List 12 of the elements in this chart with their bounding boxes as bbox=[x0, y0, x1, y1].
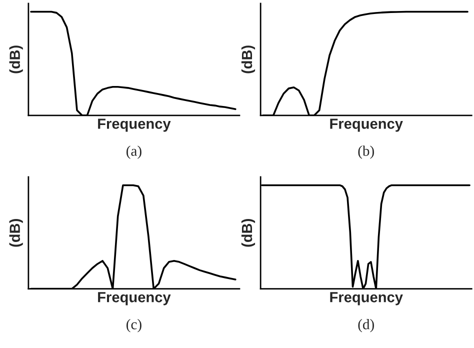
y-axis-title: (dB) bbox=[241, 46, 256, 74]
y-axis-title: (dB) bbox=[9, 219, 23, 247]
y-axis-title: (dB) bbox=[241, 219, 256, 247]
y-axis-title: (dB) bbox=[9, 46, 23, 74]
x-axis-title: Frequency bbox=[330, 118, 403, 132]
text: (d) bbox=[358, 319, 374, 332]
text: (a) bbox=[126, 146, 142, 159]
x-axis-title: Frequency bbox=[98, 292, 171, 306]
x-axis-title: Frequency bbox=[98, 118, 171, 132]
x-axis-title: Frequency bbox=[330, 292, 403, 306]
text: (c) bbox=[126, 319, 142, 332]
text: (b) bbox=[358, 146, 374, 159]
